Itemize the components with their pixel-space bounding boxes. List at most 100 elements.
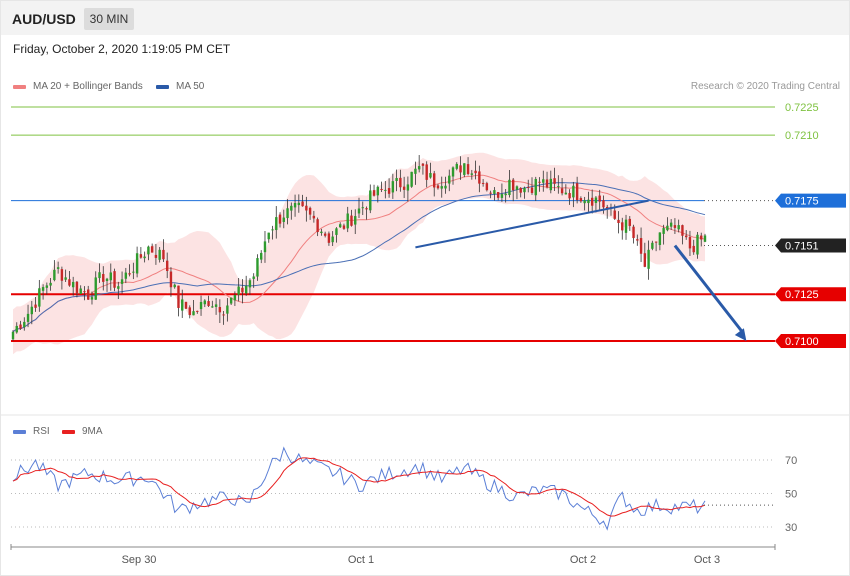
candle-body <box>587 199 590 204</box>
candle-body <box>387 188 391 194</box>
candle-body <box>308 207 312 215</box>
symbol-title: AUD/USD <box>12 11 76 27</box>
candle-body <box>470 173 474 175</box>
candle-body <box>651 242 654 249</box>
candle-body <box>519 187 522 193</box>
candle-body <box>553 178 556 184</box>
rsi-line <box>12 446 706 531</box>
candle-body <box>688 237 692 249</box>
candle-body <box>346 213 349 229</box>
candle-body <box>365 208 368 210</box>
legend-ma50: MA 50 <box>156 81 204 92</box>
candle-body <box>384 189 387 191</box>
candle-body <box>429 173 432 178</box>
candle-body <box>196 310 199 312</box>
candle-body <box>459 165 462 173</box>
candle-body <box>275 217 278 231</box>
candle-body <box>692 245 695 253</box>
candle-body <box>380 188 383 190</box>
candle-body <box>192 311 195 316</box>
candle-body <box>639 238 643 254</box>
candle-body <box>451 167 455 177</box>
candle-body <box>150 246 154 253</box>
candle-body <box>45 285 49 288</box>
rsi-tick-label: 70 <box>785 455 797 467</box>
candle-body <box>316 219 319 233</box>
candle-body <box>128 273 131 275</box>
candle-body <box>399 177 402 188</box>
candle-body <box>425 164 428 180</box>
candle-body <box>229 297 233 304</box>
candle-body <box>237 286 240 295</box>
candle-body <box>433 173 436 188</box>
candle-body <box>557 186 560 188</box>
candle-body <box>248 280 252 288</box>
candle-body <box>30 306 34 315</box>
candle-body <box>252 276 255 279</box>
candle-body <box>560 188 564 194</box>
x-tick-label: Oct 2 <box>570 554 596 566</box>
candle-body <box>335 228 338 235</box>
candle-body <box>188 307 191 316</box>
candle-body <box>594 197 598 203</box>
candle-body <box>583 200 586 204</box>
candle-body <box>421 163 425 166</box>
candle-body <box>508 179 511 196</box>
candle-body <box>301 201 304 207</box>
ma20-swatch <box>13 84 26 89</box>
candle-body <box>165 260 169 271</box>
candle-body <box>414 168 417 174</box>
candle-body <box>621 222 624 231</box>
candle-body <box>549 178 553 191</box>
credit-text: Research © 2020 Trading Central <box>690 81 840 92</box>
candle-body <box>496 192 500 198</box>
ma50-label: MA 50 <box>176 81 205 92</box>
candle-body <box>11 331 15 340</box>
candle-body <box>143 256 146 259</box>
candle-body <box>474 170 477 174</box>
legend-rsi: RSI <box>13 426 50 437</box>
candle-body <box>162 249 165 260</box>
candle-body <box>410 171 413 187</box>
candle-body <box>139 254 143 258</box>
candle-body <box>34 304 37 308</box>
rsi-tick-label: 30 <box>785 522 797 534</box>
candle-body <box>211 306 214 308</box>
level-0-7100-label: 0.7100 <box>785 336 819 348</box>
candle-body <box>417 166 421 170</box>
candle-body <box>105 278 109 281</box>
candle-body <box>350 215 353 226</box>
candle-body <box>440 186 443 189</box>
timeframe-button[interactable]: 30 MIN <box>84 8 134 30</box>
candle-body <box>515 186 519 190</box>
candle-body <box>564 192 568 195</box>
candle-body <box>354 216 357 225</box>
candle-body <box>177 285 180 308</box>
candle-body <box>214 304 218 307</box>
candle-body <box>90 297 94 300</box>
candle-body <box>26 313 30 322</box>
candle-body <box>500 194 504 198</box>
candle-body <box>19 324 22 329</box>
candle-body <box>38 288 41 307</box>
candle-body <box>109 272 112 281</box>
candle-body <box>256 258 259 277</box>
candle-body <box>290 205 293 211</box>
candle-body <box>218 307 222 313</box>
rsi-label: RSI <box>33 426 50 437</box>
candle-body <box>534 178 537 196</box>
candle-body <box>666 225 669 231</box>
candle-body <box>481 182 485 184</box>
candle-body <box>260 252 263 260</box>
candle-body <box>244 285 248 294</box>
level-0-7100-tag <box>775 334 846 348</box>
forecast-arrow <box>673 244 744 333</box>
rsi-tick-label: 50 <box>785 489 797 501</box>
candle-body <box>102 274 105 282</box>
ma9-swatch <box>62 429 75 434</box>
candle-body <box>575 183 579 201</box>
candle-body <box>79 288 82 294</box>
candle-body <box>538 181 541 183</box>
legend-ma20: MA 20 + Bollinger Bands <box>13 81 143 92</box>
candle-body <box>199 302 203 310</box>
